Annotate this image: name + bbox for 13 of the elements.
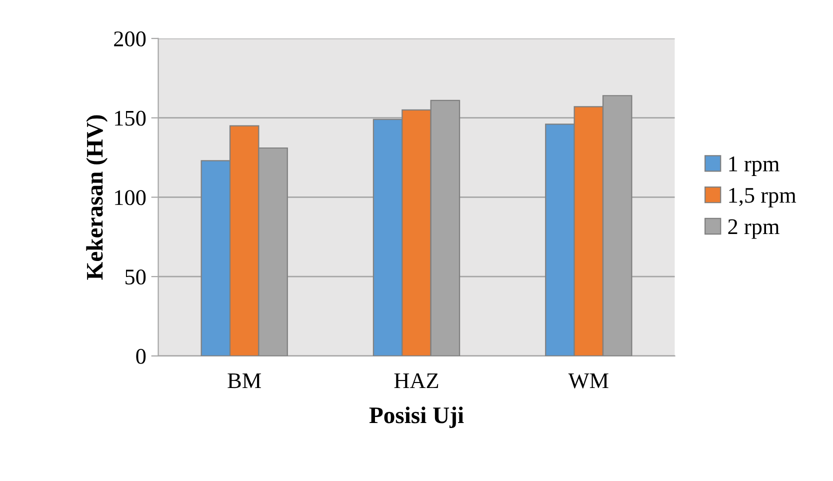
y-axis-title: Kekerasan (HV) <box>86 115 108 280</box>
x-tick-label: BM <box>228 373 261 388</box>
x-tick-label: WM <box>568 373 608 388</box>
legend-label: 1 rpm <box>729 156 780 176</box>
y-tick-label: 200 <box>114 31 146 46</box>
y-tick-label: 100 <box>115 190 146 206</box>
x-axis-title: Posisi Uji <box>369 406 464 428</box>
y-tick-label: 150 <box>115 110 146 126</box>
legend-label: 2 rpm <box>728 219 780 239</box>
x-tick-label: HAZ <box>394 373 438 388</box>
legend-label: 1,5 rpm <box>729 188 796 208</box>
y-tick-label: 50 <box>126 270 146 285</box>
y-tick-label: 0 <box>136 348 146 364</box>
